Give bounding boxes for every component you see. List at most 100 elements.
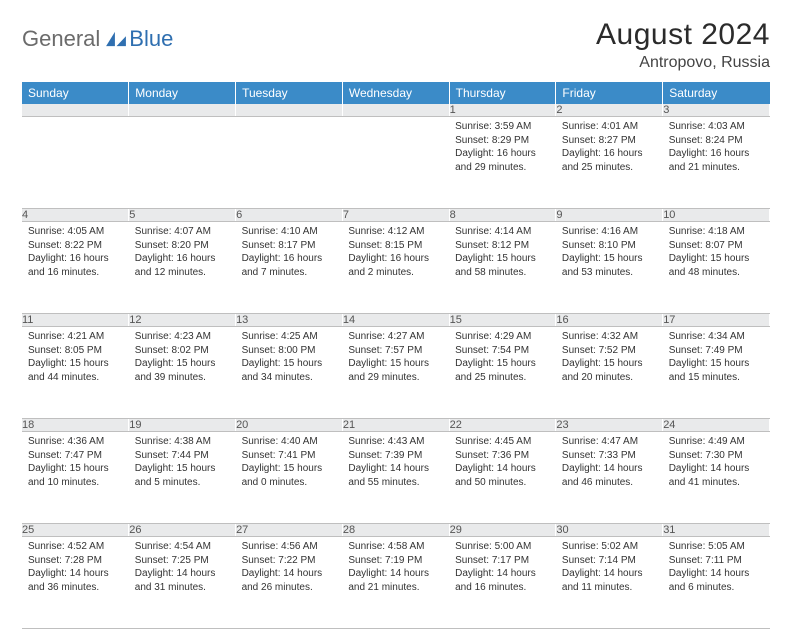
sunrise-text: Sunrise: 4:25 AM [242, 330, 337, 344]
daylight-text: Daylight: 15 hours and 29 minutes. [348, 357, 443, 384]
day-cell: Sunrise: 4:40 AMSunset: 7:41 PMDaylight:… [236, 432, 343, 524]
day-cell: Sunrise: 4:16 AMSunset: 8:10 PMDaylight:… [556, 222, 663, 314]
day-cell: Sunrise: 4:07 AMSunset: 8:20 PMDaylight:… [129, 222, 236, 314]
sunrise-text: Sunrise: 4:10 AM [242, 225, 337, 239]
day-number: 26 [129, 524, 236, 537]
day-cell: Sunrise: 4:27 AMSunset: 7:57 PMDaylight:… [342, 327, 449, 419]
sunset-text: Sunset: 8:27 PM [562, 134, 657, 148]
sunrise-text: Sunrise: 4:40 AM [242, 435, 337, 449]
daylight-text: Daylight: 16 hours and 29 minutes. [455, 147, 550, 174]
day-cell: Sunrise: 4:29 AMSunset: 7:54 PMDaylight:… [449, 327, 556, 419]
daylight-text: Daylight: 15 hours and 48 minutes. [669, 252, 764, 279]
calendar-table: SundayMondayTuesdayWednesdayThursdayFrid… [22, 82, 770, 629]
daylight-text: Daylight: 16 hours and 25 minutes. [562, 147, 657, 174]
day-number: 9 [556, 209, 663, 222]
day-cell [129, 117, 236, 209]
sunrise-text: Sunrise: 3:59 AM [455, 120, 550, 134]
sunrise-text: Sunrise: 4:52 AM [28, 540, 123, 554]
day-number: 29 [449, 524, 556, 537]
sunrise-text: Sunrise: 4:05 AM [28, 225, 123, 239]
daylight-text: Daylight: 15 hours and 5 minutes. [135, 462, 230, 489]
day-number: 22 [449, 419, 556, 432]
sunrise-text: Sunrise: 4:32 AM [562, 330, 657, 344]
sunrise-text: Sunrise: 4:56 AM [242, 540, 337, 554]
daylight-text: Daylight: 14 hours and 31 minutes. [135, 567, 230, 594]
daylight-text: Daylight: 15 hours and 39 minutes. [135, 357, 230, 384]
content-row: Sunrise: 4:21 AMSunset: 8:05 PMDaylight:… [22, 327, 770, 419]
sunset-text: Sunset: 7:19 PM [348, 554, 443, 568]
day-number: 7 [342, 209, 449, 222]
day-number: 18 [22, 419, 129, 432]
day-number: 11 [22, 314, 129, 327]
sunset-text: Sunset: 7:57 PM [348, 344, 443, 358]
brand-part1: General [22, 26, 100, 52]
sunset-text: Sunset: 7:36 PM [455, 449, 550, 463]
calendar-header: SundayMondayTuesdayWednesdayThursdayFrid… [22, 82, 770, 104]
day-cell [236, 117, 343, 209]
content-row: Sunrise: 4:52 AMSunset: 7:28 PMDaylight:… [22, 537, 770, 629]
day-cell: Sunrise: 4:47 AMSunset: 7:33 PMDaylight:… [556, 432, 663, 524]
daylight-text: Daylight: 14 hours and 46 minutes. [562, 462, 657, 489]
sunrise-text: Sunrise: 4:49 AM [669, 435, 764, 449]
day-cell: Sunrise: 4:14 AMSunset: 8:12 PMDaylight:… [449, 222, 556, 314]
sunset-text: Sunset: 7:11 PM [669, 554, 764, 568]
sunrise-text: Sunrise: 4:01 AM [562, 120, 657, 134]
sunset-text: Sunset: 8:07 PM [669, 239, 764, 253]
day-cell: Sunrise: 4:49 AMSunset: 7:30 PMDaylight:… [663, 432, 770, 524]
weekday-header: Wednesday [342, 82, 449, 104]
sunrise-text: Sunrise: 4:58 AM [348, 540, 443, 554]
day-number: 14 [342, 314, 449, 327]
sunset-text: Sunset: 7:47 PM [28, 449, 123, 463]
day-cell: Sunrise: 4:05 AMSunset: 8:22 PMDaylight:… [22, 222, 129, 314]
sunrise-text: Sunrise: 4:43 AM [348, 435, 443, 449]
content-row: Sunrise: 4:36 AMSunset: 7:47 PM Daylight:… [22, 432, 770, 524]
day-cell: Sunrise: 5:05 AMSunset: 7:11 PMDaylight:… [663, 537, 770, 629]
day-cell: Sunrise: 4:43 AMSunset: 7:39 PMDaylight:… [342, 432, 449, 524]
weekday-header: Thursday [449, 82, 556, 104]
day-cell: Sunrise: 4:25 AMSunset: 8:00 PMDaylight:… [236, 327, 343, 419]
day-cell: Sunrise: 4:45 AMSunset: 7:36 PMDaylight:… [449, 432, 556, 524]
day-cell: Sunrise: 4:54 AMSunset: 7:25 PMDaylight:… [129, 537, 236, 629]
sunrise-text: Sunrise: 4:29 AM [455, 330, 550, 344]
sunrise-text: Sunrise: 4:27 AM [348, 330, 443, 344]
day-number [129, 104, 236, 117]
day-number: 23 [556, 419, 663, 432]
sunset-text: Sunset: 8:20 PM [135, 239, 230, 253]
day-cell: Sunrise: 4:03 AMSunset: 8:24 PMDaylight:… [663, 117, 770, 209]
sunrise-text: Sunrise: 4:18 AM [669, 225, 764, 239]
day-cell: Sunrise: 4:36 AMSunset: 7:47 PMDaylight:… [22, 432, 129, 524]
daynum-row: 123 [22, 104, 770, 117]
sunset-text: Sunset: 8:10 PM [562, 239, 657, 253]
daylight-text: Daylight: 14 hours and 11 minutes. [562, 567, 657, 594]
day-cell: Sunrise: 4:52 AMSunset: 7:28 PMDaylight:… [22, 537, 129, 629]
daylight-text: Daylight: 14 hours and 36 minutes. [28, 567, 123, 594]
day-number: 24 [663, 419, 770, 432]
weekday-header: Monday [129, 82, 236, 104]
sunrise-text: Sunrise: 4:54 AM [135, 540, 230, 554]
page-title: August 2024 [596, 18, 770, 52]
day-number: 27 [236, 524, 343, 537]
sunrise-text: Sunrise: 5:00 AM [455, 540, 550, 554]
daylight-text: Daylight: 15 hours and 34 minutes. [242, 357, 337, 384]
sunrise-text: Sunrise: 4:16 AM [562, 225, 657, 239]
day-number: 15 [449, 314, 556, 327]
day-cell: Sunrise: 4:56 AMSunset: 7:22 PMDaylight:… [236, 537, 343, 629]
day-number: 5 [129, 209, 236, 222]
sunrise-text: Sunrise: 4:21 AM [28, 330, 123, 344]
day-cell: Sunrise: 4:32 AMSunset: 7:52 PMDaylight:… [556, 327, 663, 419]
sunrise-text: Sunrise: 5:05 AM [669, 540, 764, 554]
daylight-text: Daylight: 16 hours and 21 minutes. [669, 147, 764, 174]
brand-sail-icon [105, 30, 127, 48]
day-number: 31 [663, 524, 770, 537]
daynum-row: 45678910 [22, 209, 770, 222]
daylight-text: Daylight: 16 hours and 7 minutes. [242, 252, 337, 279]
daylight-text: Daylight: 16 hours and 2 minutes. [348, 252, 443, 279]
sunset-text: Sunset: 7:22 PM [242, 554, 337, 568]
day-number: 17 [663, 314, 770, 327]
day-cell: Sunrise: 5:02 AMSunset: 7:14 PMDaylight:… [556, 537, 663, 629]
day-cell: Sunrise: 3:59 AMSunset: 8:29 PMDaylight:… [449, 117, 556, 209]
day-number: 6 [236, 209, 343, 222]
sunset-text: Sunset: 8:29 PM [455, 134, 550, 148]
sunrise-text: Sunrise: 4:45 AM [455, 435, 550, 449]
sunrise-text: Sunrise: 4:36 AM [28, 435, 123, 449]
